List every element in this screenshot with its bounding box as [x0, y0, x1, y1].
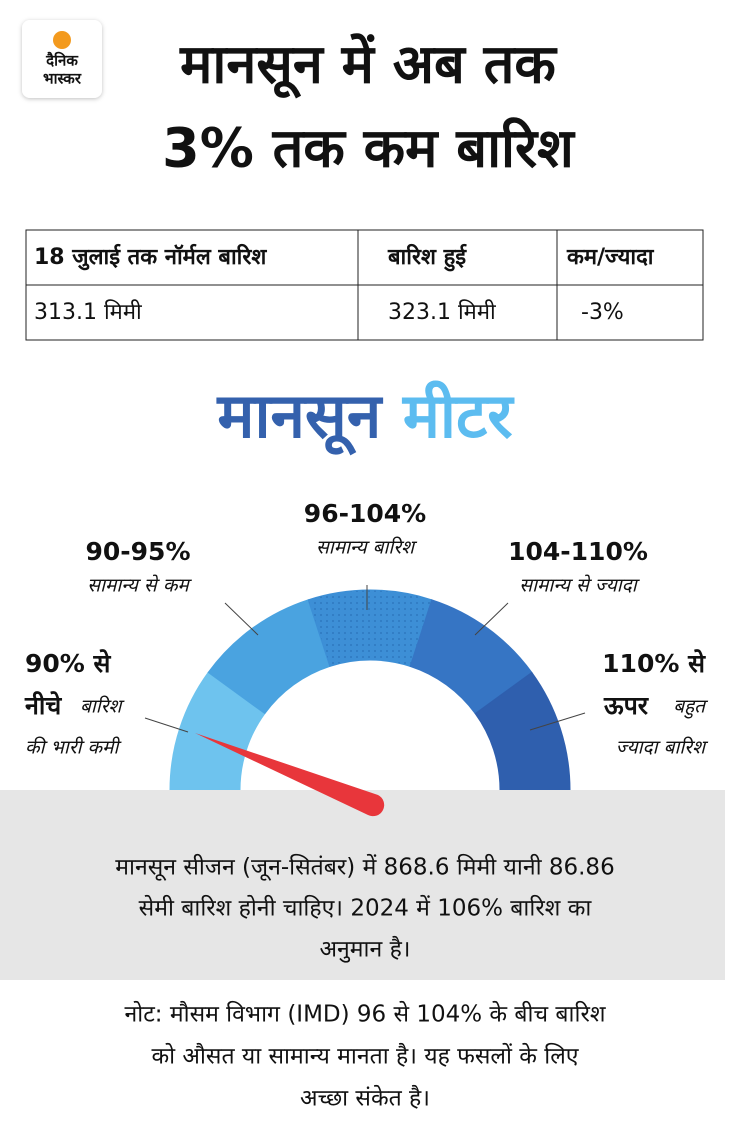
segment-desc: ज्यादा बारिश	[616, 736, 709, 759]
leader-line	[224, 602, 259, 636]
segment-desc: सामान्य बारिश	[316, 536, 418, 559]
info-text: मानसून सीजन (जून-सितंबर) में 868.6 मिमी …	[115, 854, 614, 882]
meter-title-part: मानसून	[216, 379, 383, 456]
logo-sun	[53, 31, 71, 49]
logo-box	[22, 20, 102, 98]
meter-title-part: मीटर	[381, 379, 515, 452]
leader-line	[529, 712, 586, 731]
segment-desc: बारिश	[80, 695, 125, 718]
needle	[195, 733, 385, 817]
table-header: बारिश हुई	[387, 243, 467, 272]
segment-desc: की भारी कमी	[25, 736, 123, 759]
segment-desc: सामान्य से कम	[87, 574, 192, 597]
note-text: अच्छा संकेत है।	[300, 1085, 430, 1112]
title: मानसून में अब तक	[179, 33, 558, 99]
logo-text: दैनिक	[45, 52, 79, 70]
segment-range: नीचे	[24, 691, 62, 720]
leader-line	[474, 602, 509, 636]
info-text: अनुमान है।	[319, 936, 410, 964]
segment-range: 110% से	[602, 649, 706, 678]
table-header: कम/ज्यादा	[566, 245, 655, 270]
table-cell: 313.1 मिमी	[34, 299, 142, 325]
table-cell: -3%	[581, 300, 624, 325]
gauge-segment	[307, 589, 433, 667]
segment-desc: बहुत	[673, 696, 709, 720]
segment-desc: सामान्य से ज्यादा	[519, 574, 640, 597]
note-text: नोट: मौसम विभाग (IMD) 96 से 104% के बीच …	[124, 1001, 605, 1028]
segment-range: 104-110%	[508, 537, 648, 566]
segment-range: 96-104%	[304, 499, 426, 528]
segment-range: ऊपर	[603, 691, 650, 720]
note-text: को औसत या सामान्य मानता है। यह फसलों के …	[151, 1043, 579, 1070]
info-text: सेमी बारिश होनी चाहिए। 2024 में 106% बार…	[139, 895, 593, 922]
logo-text: भास्कर	[43, 70, 82, 88]
meter-title: मानसून मीटर	[216, 379, 515, 456]
leader-line	[144, 717, 189, 733]
table-cell: 323.1 मिमी	[388, 299, 496, 325]
segment-range: 90% से	[25, 649, 112, 678]
segment-range: 90-95%	[85, 537, 190, 566]
title: 3% तक कम बारिश	[162, 117, 576, 180]
info-box-cover	[0, 790, 725, 980]
table-header: 18 जुलाई तक नॉर्मल बारिश	[34, 243, 267, 271]
